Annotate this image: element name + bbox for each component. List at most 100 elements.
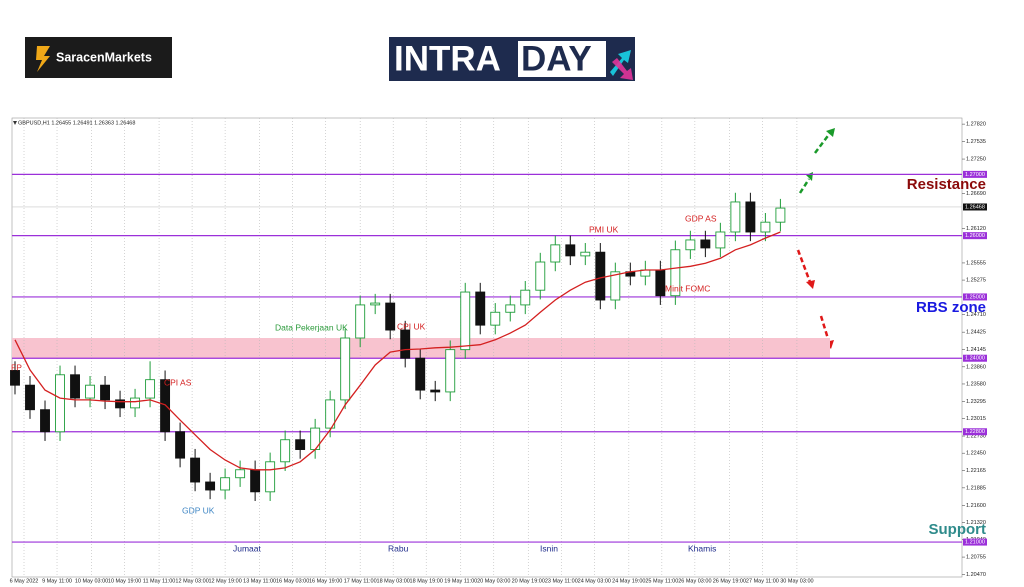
arrow-up: [798, 178, 811, 194]
banner-right: DAY: [521, 39, 592, 78]
level-label: 1.25000: [965, 294, 985, 300]
candle-body: [235, 469, 246, 479]
candle-body: [160, 379, 171, 433]
arrow-down: [796, 249, 812, 283]
candle-body: [10, 370, 20, 386]
candle-body: [100, 384, 110, 401]
x-tick-label: 13 May 11:00: [243, 578, 276, 584]
day-label: Jumaat: [233, 543, 262, 553]
x-tick-label: 16 May 19:00: [309, 578, 342, 584]
candle-body: [250, 469, 261, 493]
level-label: 1.21000: [965, 540, 985, 546]
symbol-info: GBPUSD,H1 1.26455 1.26491 1.26363 1.2646…: [18, 120, 135, 126]
candle-body: [55, 374, 65, 433]
level-label-bg: [963, 428, 987, 436]
level-label-bg: [963, 538, 987, 546]
candle-body: [475, 291, 486, 326]
candle-body: [445, 349, 456, 393]
y-tick-label: 1.27250: [966, 157, 986, 163]
x-tick-label: 12 May 03:00: [175, 578, 208, 584]
event-label: GDP UK: [182, 505, 215, 515]
y-tick-label: 1.24425: [966, 330, 986, 336]
candle-body: [205, 481, 216, 491]
arrow-head: [806, 280, 815, 289]
arrow-down: [819, 315, 831, 343]
candle-body: [280, 439, 291, 463]
x-tick-label: 9 May 11:00: [42, 578, 72, 584]
x-tick-label: 19 May 11:00: [444, 578, 477, 584]
day-label: Isnin: [540, 543, 558, 553]
candle-body: [700, 239, 711, 249]
candle-body: [505, 304, 516, 313]
y-tick-label: 1.20755: [966, 555, 986, 561]
candle-body: [70, 374, 80, 399]
projection-arrows: [796, 132, 831, 343]
candle-body: [370, 302, 381, 306]
y-tick-label: 1.21320: [966, 520, 986, 526]
x-tick-label: 25 May 11:00: [645, 578, 678, 584]
x-tick-label: 18 May 03:00: [377, 578, 410, 584]
y-tick-label: 1.21885: [966, 485, 986, 491]
x-tick-label: 24 May 19:00: [612, 578, 645, 584]
rbs-zone: [12, 338, 830, 359]
candle-body: [550, 244, 561, 263]
candle-body: [220, 477, 231, 491]
x-tick-label: 10 May 03:00: [75, 578, 108, 584]
brand-logo-bg: [25, 37, 172, 78]
candle-body: [490, 311, 501, 326]
candle-body: [730, 201, 741, 233]
candle-body: [295, 439, 306, 450]
candle-body: [415, 357, 426, 391]
symbol-icon: [13, 121, 17, 125]
candle-body: [145, 379, 156, 399]
zone-label: Support: [929, 521, 987, 538]
x-tick-label: 17 May 11:00: [344, 578, 377, 584]
arrow-up: [814, 132, 831, 154]
banner-arrow-down: [612, 58, 633, 80]
candle-body: [340, 337, 351, 401]
level-label-bg: [963, 293, 987, 301]
candle-body: [520, 289, 531, 306]
y-tick-label: 1.24710: [966, 312, 986, 318]
x-tick-label: 11 May 11:00: [143, 578, 176, 584]
event-label: CPI UK: [397, 321, 426, 331]
current-price-bg: [963, 203, 987, 211]
event-label: GDP AS: [685, 213, 717, 223]
day-label: Khamis: [688, 543, 716, 553]
event-label: FP: [11, 362, 22, 372]
y-tick-label: 1.22730: [966, 434, 986, 440]
x-tick-label: 26 May 03:00: [678, 578, 711, 584]
brand-icon: [36, 46, 50, 72]
x-tick-label: 20 May 03:00: [477, 578, 510, 584]
x-tick-label: 18 May 19:00: [410, 578, 443, 584]
candle-body: [670, 249, 681, 297]
zone-label: RBS zone: [916, 299, 986, 316]
candle-body: [85, 384, 95, 399]
day-label: Rabu: [388, 543, 409, 553]
candle-body: [745, 201, 756, 233]
x-tick-label: 30 May 03:00: [780, 578, 813, 584]
candle-body: [760, 221, 771, 233]
y-tick-label: 1.20470: [966, 572, 986, 578]
y-tick-label: 1.27535: [966, 139, 986, 145]
candle-body: [565, 244, 576, 257]
arrow-head: [826, 128, 835, 137]
level-label: 1.22800: [965, 429, 985, 435]
banner-left: INTRA: [394, 39, 501, 78]
candle-body: [190, 457, 201, 483]
event-label: Data Pekerjaan UK: [275, 322, 348, 332]
candle-body: [40, 409, 50, 433]
current-price-label: 1.26468: [965, 204, 985, 210]
level-label: 1.24000: [965, 356, 985, 362]
event-label: CPI AS: [164, 377, 192, 387]
x-tick-label: 20 May 19:00: [512, 578, 545, 584]
level-label: 1.27000: [965, 172, 985, 178]
y-tick-label: 1.24145: [966, 347, 986, 353]
candle-body: [430, 389, 441, 393]
candle-body: [610, 271, 621, 301]
candle-body: [400, 329, 411, 359]
candle-body: [655, 269, 666, 297]
